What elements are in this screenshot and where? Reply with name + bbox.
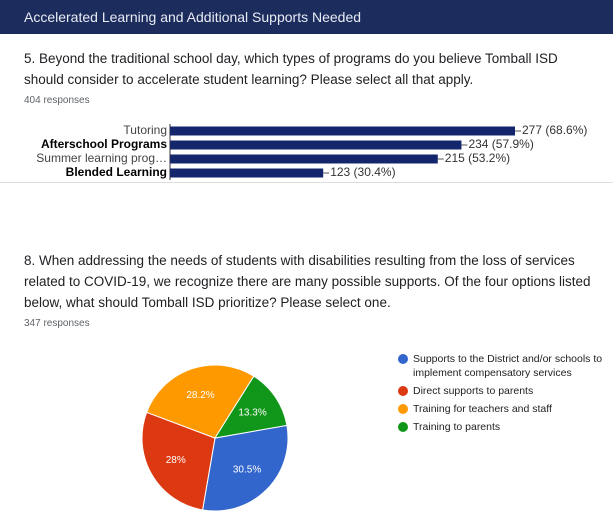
legend-label: Direct supports to parents	[413, 385, 534, 397]
legend-item: Supports to the District and/or schools …	[398, 352, 603, 380]
data-label: 234 (57.9%)	[468, 137, 533, 151]
legend: Supports to the District and/or schools …	[398, 352, 603, 438]
bar	[170, 168, 324, 178]
data-label: 123 (30.4%)	[330, 165, 395, 179]
legend-item: Training for teachers and staff	[398, 402, 603, 416]
bar	[170, 126, 515, 136]
legend-label: Training to parents	[413, 421, 501, 433]
pie-slice	[213, 375, 288, 439]
y-tick-label: Summer learning prog…	[36, 151, 167, 165]
pie-slice	[141, 411, 216, 511]
y-tick-label: Tutoring	[123, 123, 167, 137]
legend-swatch	[398, 422, 408, 432]
bar	[170, 140, 462, 150]
pie-slice	[201, 424, 289, 512]
bar	[170, 154, 438, 164]
y-tick-label: Afterschool Programs	[41, 137, 167, 151]
slice-label: 28.2%	[186, 390, 214, 401]
legend-swatch	[398, 404, 408, 414]
legend-label: Training for teachers and staff	[413, 403, 552, 415]
data-label: 215 (53.2%)	[445, 151, 510, 165]
response-count: 347 responses	[24, 318, 90, 329]
legend-item: Training to parents	[398, 420, 603, 434]
pie-slice	[146, 364, 255, 439]
response-count: 404 responses	[24, 95, 90, 106]
divider	[0, 182, 613, 183]
slice-label: 30.5%	[233, 465, 261, 476]
y-tick-label: Blended Learning	[66, 165, 167, 179]
slice-label: 28%	[166, 455, 186, 466]
legend-label: Supports to the District and/or schools …	[413, 353, 603, 379]
data-label: 277 (68.6%)	[522, 123, 587, 137]
section-header: Accelerated Learning and Additional Supp…	[0, 0, 613, 34]
question-title: 8. When addressing the needs of students…	[24, 253, 591, 310]
legend-swatch	[398, 354, 408, 364]
question-title: 5. Beyond the traditional school day, wh…	[24, 51, 558, 87]
legend-swatch	[398, 386, 408, 396]
legend-item: Direct supports to parents	[398, 384, 603, 398]
slice-label: 13.3%	[238, 407, 266, 418]
